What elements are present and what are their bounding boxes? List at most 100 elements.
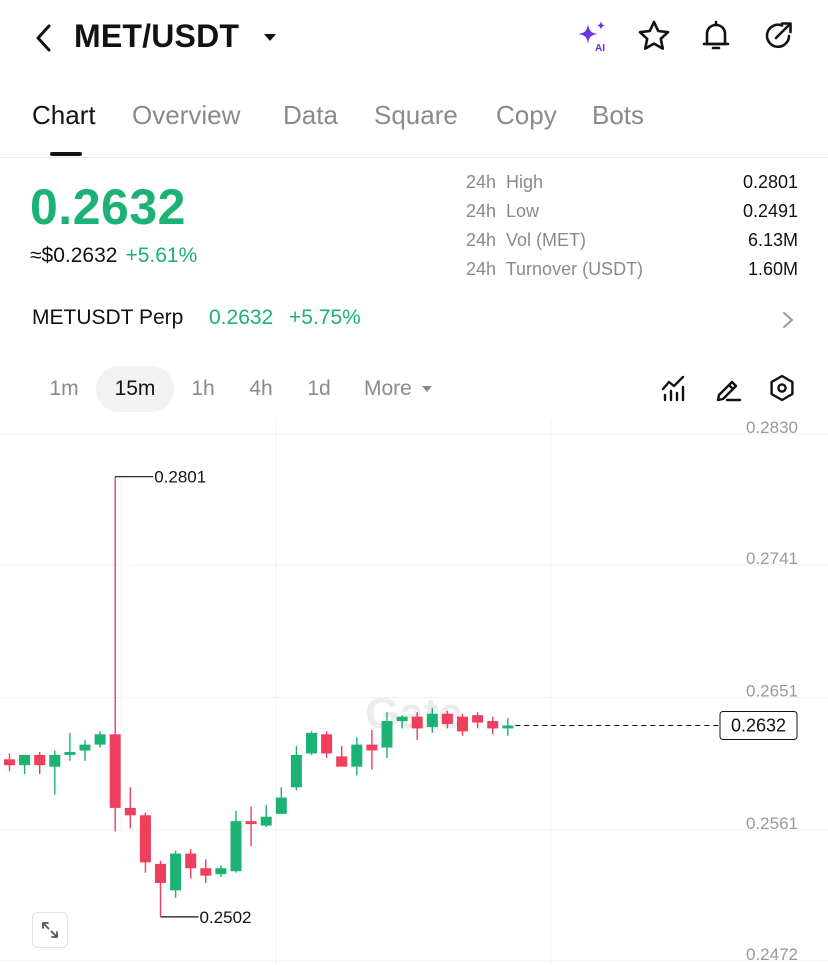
- tab-data[interactable]: Data: [283, 100, 338, 130]
- chart-canvas[interactable]: 0.2830 0.2741 0.2651 0.2561 0.2472 Gate 0.28…: [0, 418, 828, 965]
- candle: [49, 750, 61, 795]
- candle: [155, 860, 166, 917]
- active-tab-indicator: [50, 152, 82, 156]
- candle: [200, 859, 212, 883]
- chart-settings-button[interactable]: [764, 370, 800, 406]
- perp-name: METUSDT Perp: [32, 306, 184, 329]
- candle: [411, 712, 423, 741]
- candle-body: [502, 725, 514, 729]
- candle-body: [4, 759, 15, 766]
- stat-value: 6.13M: [747, 230, 798, 250]
- tab-overview[interactable]: Overview: [132, 100, 241, 130]
- candle-body: [230, 821, 242, 872]
- candle: [321, 731, 333, 758]
- svg-text:AI: AI: [595, 43, 605, 54]
- candle: [139, 812, 151, 873]
- pair-title[interactable]: MET/USDT: [74, 18, 240, 54]
- price-summary: 0.2632: [30, 178, 186, 236]
- tab-chart[interactable]: Chart: [32, 100, 96, 130]
- candle: [230, 810, 242, 873]
- candle: [79, 740, 91, 761]
- candle-body: [200, 868, 212, 876]
- candle: [290, 746, 302, 791]
- candlestick-chart[interactable]: 0.2830 0.2741 0.2651 0.2561 0.2472 Gate 0.28…: [0, 418, 828, 965]
- candle-body: [275, 797, 287, 814]
- candle-body: [260, 816, 272, 826]
- y-tick-label: 0.2741: [746, 549, 798, 568]
- perp-price: 0.2632: [209, 306, 274, 329]
- low-marker-label: 0.2502: [200, 908, 252, 927]
- candle-body: [290, 754, 302, 788]
- candle-body: [94, 734, 106, 745]
- price-alert-button[interactable]: [696, 16, 736, 56]
- candle: [306, 731, 317, 755]
- candle-body: [336, 756, 348, 767]
- candle: [275, 787, 287, 814]
- candle: [245, 806, 257, 847]
- perp-change: +5.75%: [289, 306, 361, 329]
- stat-label: 24h Vol (MET): [466, 230, 587, 250]
- more-label: More: [364, 377, 412, 400]
- candle-body: [411, 716, 423, 729]
- tab-square[interactable]: Square: [374, 100, 458, 130]
- change-percent: +5.61%: [125, 244, 198, 267]
- candle-body: [19, 754, 31, 766]
- candle-body: [64, 751, 76, 755]
- candle: [351, 737, 363, 776]
- price-sub-line: ≈$0.2632 +5.61%: [30, 244, 197, 268]
- y-tick-label: 0.2561: [746, 814, 798, 833]
- stat-value: 0.2801: [742, 172, 798, 192]
- interval-1m[interactable]: 1m: [49, 377, 79, 400]
- bell-icon: [702, 20, 730, 50]
- stat-label: 24h Turnover (USDT): [466, 259, 644, 279]
- current-price-label: 0.2632: [731, 715, 786, 735]
- interval-15m[interactable]: 15m: [96, 366, 174, 412]
- tab-bots[interactable]: Bots: [592, 100, 645, 130]
- candle-body: [79, 744, 91, 751]
- ai-sparkle-icon: AI: [578, 21, 605, 54]
- candle-body: [155, 863, 166, 883]
- ai-assistant-button[interactable]: AI: [572, 16, 612, 56]
- back-button[interactable]: [26, 18, 60, 58]
- indicator-icon: [661, 375, 685, 402]
- candle-body: [170, 853, 182, 891]
- interval-4h[interactable]: 4h: [249, 377, 273, 400]
- settings-hex-icon: [770, 374, 794, 402]
- perp-link-row[interactable]: METUSDT Perp 0.2632 +5.75%: [0, 300, 828, 340]
- stat-label: 24h High: [466, 172, 544, 192]
- candle: [260, 804, 272, 828]
- candle-body: [139, 815, 151, 863]
- candle: [94, 731, 106, 748]
- fullscreen-button[interactable]: [32, 912, 68, 948]
- y-tick-label: 0.2651: [746, 682, 798, 701]
- candle: [381, 712, 393, 758]
- top-bar: MET/USDT AI: [0, 0, 828, 78]
- caret-down-icon[interactable]: [260, 28, 280, 48]
- interval-1h[interactable]: 1h: [191, 377, 215, 400]
- candle: [34, 751, 46, 775]
- candle-body: [34, 754, 46, 766]
- share-button[interactable]: [758, 16, 798, 56]
- tab-copy[interactable]: Copy: [496, 100, 557, 130]
- candle-body: [245, 821, 257, 825]
- back-icon: [36, 24, 51, 52]
- chevron-right-icon: [783, 312, 793, 328]
- draw-button[interactable]: [710, 370, 746, 406]
- candle: [4, 753, 15, 772]
- candle: [19, 754, 31, 775]
- section-tabs: Chart Overview Data Square Copy Bots: [0, 96, 828, 158]
- share-icon: [765, 22, 792, 48]
- current-price-box: [719, 710, 798, 740]
- candle: [441, 710, 453, 729]
- favorite-button[interactable]: [634, 16, 674, 56]
- indicator-button[interactable]: [656, 370, 692, 406]
- interval-1d[interactable]: 1d: [307, 377, 331, 400]
- candle: [124, 787, 136, 829]
- interval-more[interactable]: More: [358, 366, 446, 412]
- candle: [457, 713, 468, 736]
- candle-body: [49, 754, 61, 767]
- candle: [215, 865, 227, 878]
- candle-body: [109, 734, 121, 808]
- candle-body: [381, 721, 393, 748]
- stat-row-volume: 24h Vol (MET) 6.13M: [466, 230, 798, 258]
